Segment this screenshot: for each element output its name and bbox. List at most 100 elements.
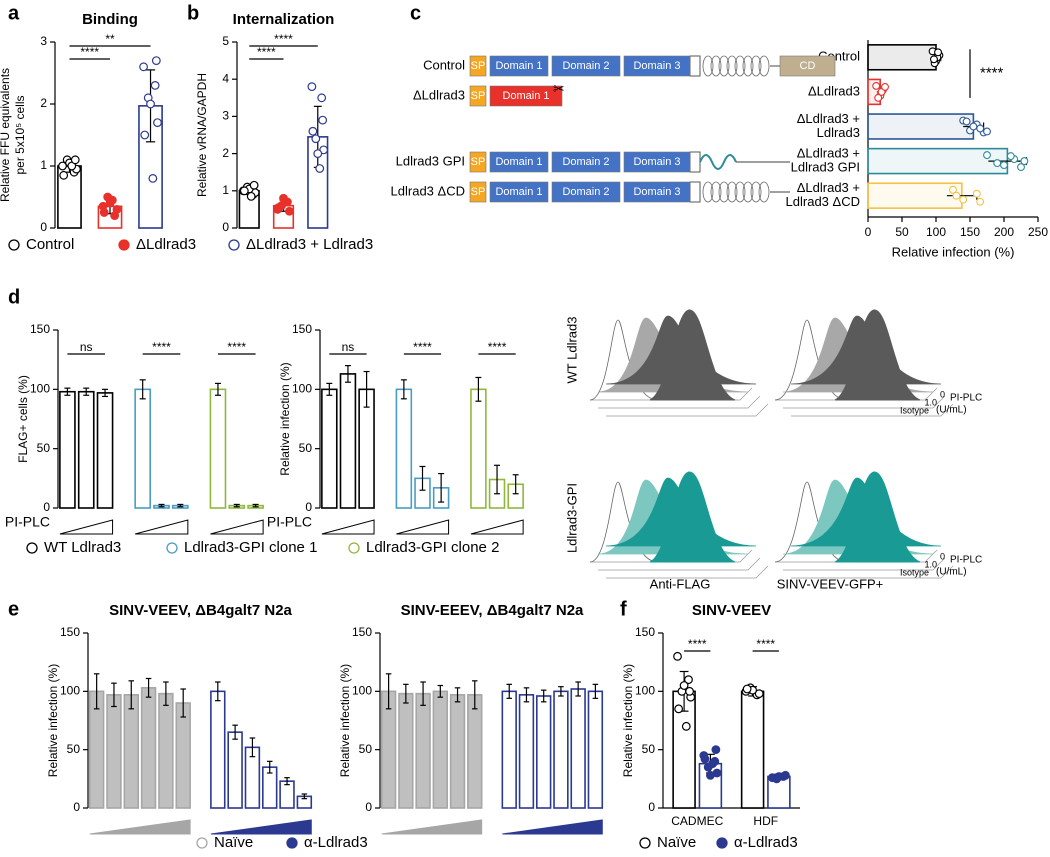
y-tick-label: 100 xyxy=(30,382,50,396)
y-tick-label: 50 xyxy=(37,441,51,455)
depth-label: Isotype xyxy=(900,567,929,577)
y-axis-label: Relative infection (%) xyxy=(338,664,352,777)
data-point xyxy=(972,189,981,198)
y-tick-label: 150 xyxy=(352,625,372,639)
data-point xyxy=(881,82,889,91)
x-tick-label: 250 xyxy=(1028,225,1048,239)
depth-label: 1.0 xyxy=(924,397,937,407)
bar xyxy=(209,388,227,509)
y-tick-label: 2 xyxy=(222,146,229,160)
data-point xyxy=(146,99,155,109)
bar xyxy=(175,702,191,809)
data-point xyxy=(930,55,938,64)
domain-label: Domain 3 xyxy=(633,60,680,72)
data-point xyxy=(685,686,694,696)
y-tick-label: 100 xyxy=(352,684,372,698)
scissors: ✂ xyxy=(553,81,565,97)
data-point xyxy=(59,170,69,180)
wedge xyxy=(135,519,189,535)
data-point xyxy=(983,127,991,136)
bar xyxy=(518,694,535,809)
y-tick-label: 50 xyxy=(359,742,373,756)
data-point xyxy=(308,126,318,136)
y-tick-label: Ldlrad3 ΔCD xyxy=(786,194,860,209)
legend-marker xyxy=(348,542,360,554)
data-point xyxy=(700,754,710,764)
data-point xyxy=(311,134,321,144)
data-point xyxy=(249,180,259,190)
histogram-layer xyxy=(791,403,954,417)
data-point xyxy=(246,191,256,201)
significance-label: **** xyxy=(980,65,1004,82)
domain-label: Domain 1 xyxy=(495,60,542,72)
row-label: WT Ldlrad3 xyxy=(564,317,579,384)
y-tick-label: 100 xyxy=(60,684,80,698)
legend-marker xyxy=(8,239,20,251)
x-axis-label: PI-PLC xyxy=(267,514,312,530)
chart-title: SINV-EEEV, ΔB4galt7 N2a xyxy=(401,602,584,619)
domain-label: SP xyxy=(471,156,486,168)
significance-label: **** xyxy=(413,340,432,354)
row-label: ΔLdlrad3 xyxy=(413,87,465,102)
legend-marker xyxy=(196,837,208,849)
depth-title: (U/mL) xyxy=(936,405,967,416)
coil xyxy=(750,55,762,77)
data-point xyxy=(934,48,942,57)
y-tick-label: 3 xyxy=(222,109,229,123)
histogram xyxy=(834,471,921,563)
legend-marker xyxy=(228,239,240,251)
domain-label: Domain 3 xyxy=(633,156,680,168)
data-point xyxy=(148,173,158,183)
gpi-anchor xyxy=(699,154,737,170)
coil xyxy=(718,55,730,77)
histogram xyxy=(834,309,921,401)
bar xyxy=(867,44,937,71)
data-point xyxy=(1020,157,1029,166)
data-point xyxy=(674,704,684,714)
significance-label: **** xyxy=(227,340,246,354)
domain-label: Domain 2 xyxy=(562,186,609,198)
bar xyxy=(59,390,76,509)
membrane-stub xyxy=(689,181,701,203)
significance-label: **** xyxy=(257,45,276,59)
data-point xyxy=(962,117,971,126)
coil xyxy=(734,181,746,203)
x-axis-label: SINV-VEEV-GFP+ xyxy=(777,576,884,591)
y-tick-label: 150 xyxy=(60,625,80,639)
data-point xyxy=(969,122,978,131)
data-point xyxy=(279,193,288,203)
legend-label: ΔLdlrad3 + Ldlrad3 xyxy=(246,236,373,253)
y-tick-label: 0 xyxy=(43,500,50,514)
panel-label: f xyxy=(620,598,627,620)
y-tick-label: 100 xyxy=(292,382,312,396)
row-label: Ldlrad3 GPI xyxy=(396,153,465,168)
y-tick-label: ΔLdlrad3 xyxy=(808,83,860,98)
bar xyxy=(227,731,243,809)
domain-label: CD xyxy=(800,60,816,72)
bar xyxy=(449,694,466,809)
x-tick-label: 200 xyxy=(994,225,1014,239)
y-tick-label: 150 xyxy=(292,322,312,336)
domain-label: Domain 1 xyxy=(495,186,542,198)
legend-label: Control xyxy=(26,236,74,253)
data-point xyxy=(317,93,327,103)
significance-label: ns xyxy=(80,340,93,354)
legend-marker xyxy=(118,239,130,251)
y-tick-label: 50 xyxy=(67,742,81,756)
domain-box xyxy=(469,151,487,173)
bar xyxy=(140,687,157,809)
coil xyxy=(758,181,770,203)
domain-box xyxy=(489,55,549,77)
data-point xyxy=(99,208,109,217)
x-tick-label: 100 xyxy=(926,225,946,239)
coil xyxy=(726,181,738,203)
legend-label: α-Ldlrad3 xyxy=(734,834,798,851)
legend-label: Ldlrad3-GPI clone 1 xyxy=(184,539,317,556)
chart-title: Binding xyxy=(82,11,138,28)
data-point xyxy=(952,191,961,200)
wedge xyxy=(502,819,603,835)
data-point xyxy=(959,195,968,204)
data-point xyxy=(139,62,148,72)
y-axis-label: per 5x10⁵ cells xyxy=(13,95,27,174)
